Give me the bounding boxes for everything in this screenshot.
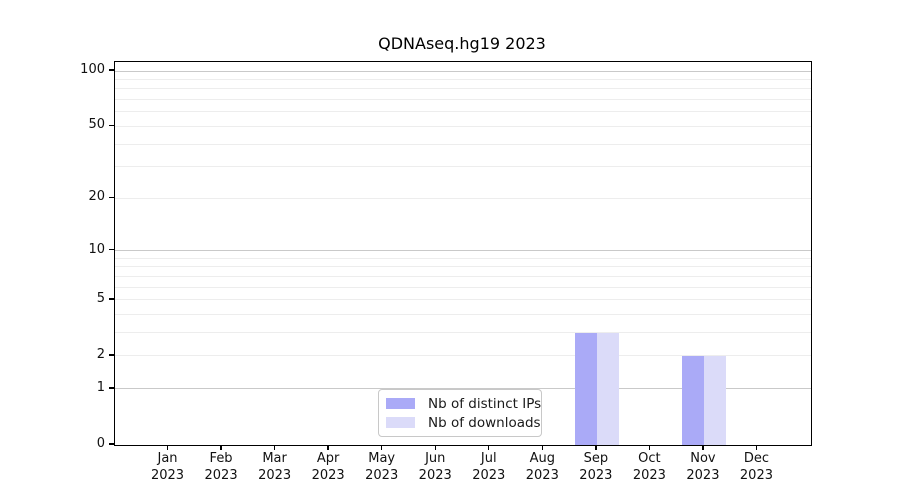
x-axis-tick xyxy=(648,445,651,451)
x-axis-tick xyxy=(220,445,222,451)
x-axis-tick-label: Aug 2023 xyxy=(525,451,559,483)
plot-area xyxy=(114,61,812,446)
y-axis-tick xyxy=(109,354,114,356)
y-axis-tick-label: 0 xyxy=(96,436,105,451)
x-axis-tick-label: Jun 2023 xyxy=(418,451,452,483)
y-axis-tick xyxy=(109,196,114,199)
y-axis-tick xyxy=(109,69,114,71)
x-axis-tick xyxy=(434,445,436,451)
minor-gridline xyxy=(115,276,811,278)
y-axis-tick xyxy=(109,124,114,127)
legend-row-downloads: Nb of downloads xyxy=(386,415,541,431)
x-axis-tick-label: Dec 2023 xyxy=(739,451,773,483)
x-axis-tick xyxy=(273,445,276,451)
major-gridline xyxy=(115,70,811,72)
x-axis-tick-label: May 2023 xyxy=(365,451,399,483)
x-axis-tick-label: Jan 2023 xyxy=(150,451,185,483)
x-axis-tick xyxy=(166,445,169,451)
minor-gridline xyxy=(115,99,811,101)
y-axis-tick xyxy=(109,249,114,251)
x-axis-tick-label: Sep 2023 xyxy=(579,451,613,483)
legend-swatch-distinct-ips xyxy=(386,398,415,409)
x-axis-tick-label: Feb 2023 xyxy=(204,451,238,483)
x-axis-tick xyxy=(595,445,597,451)
x-axis-tick-label: Apr 2023 xyxy=(311,451,345,483)
minor-gridline xyxy=(115,257,811,259)
minor-gridline xyxy=(115,286,811,288)
chart-title: QDNAseq.hg19 2023 xyxy=(378,34,546,53)
y-axis-tick-label: 50 xyxy=(88,117,105,133)
minor-gridline xyxy=(115,332,811,334)
minor-gridline xyxy=(115,111,811,113)
legend-swatch-downloads xyxy=(386,417,415,428)
legend-row-distinct-ips: Nb of distinct IPs xyxy=(386,396,541,412)
y-axis-tick-label: 20 xyxy=(88,189,105,205)
legend: Nb of distinct IPs Nb of downloads xyxy=(378,389,542,437)
legend-label-distinct-ips: Nb of distinct IPs xyxy=(428,395,542,412)
minor-gridline xyxy=(115,299,811,301)
y-axis-tick-label: 5 xyxy=(96,290,105,306)
minor-gridline xyxy=(115,166,811,168)
bar-downloads xyxy=(703,356,726,445)
bar-downloads xyxy=(596,332,619,445)
minor-gridline xyxy=(115,143,811,145)
x-axis-tick-label: Mar 2023 xyxy=(258,451,292,483)
legend-label-downloads: Nb of downloads xyxy=(428,414,541,431)
x-axis-tick xyxy=(755,445,758,451)
y-axis-tick-label: 1 xyxy=(96,379,105,395)
x-axis-tick xyxy=(327,445,329,451)
minor-gridline xyxy=(115,197,811,199)
y-axis-tick-label: 2 xyxy=(96,346,105,362)
y-axis-tick xyxy=(109,443,114,445)
bar-distinct-ips xyxy=(681,356,704,445)
minor-gridline xyxy=(115,314,811,316)
y-axis-tick xyxy=(109,387,114,389)
major-gridline xyxy=(115,250,811,252)
y-axis-tick-label: 100 xyxy=(80,62,105,78)
x-axis-tick-label: Nov 2023 xyxy=(686,451,720,483)
x-axis-tick xyxy=(380,445,383,451)
major-gridline xyxy=(115,388,811,390)
minor-gridline xyxy=(115,88,811,90)
minor-gridline xyxy=(115,266,811,268)
x-axis-tick xyxy=(488,445,490,451)
x-axis-tick-label: Jul 2023 xyxy=(472,451,506,483)
y-axis-tick-label: 10 xyxy=(88,241,105,257)
bar-distinct-ips xyxy=(574,332,597,445)
x-axis-tick-label: Oct 2023 xyxy=(632,451,666,483)
x-axis-tick xyxy=(702,445,704,451)
y-axis-tick xyxy=(109,298,114,300)
minor-gridline xyxy=(115,355,811,357)
x-axis-tick xyxy=(541,445,543,451)
minor-gridline xyxy=(115,79,811,81)
minor-gridline xyxy=(115,125,811,127)
